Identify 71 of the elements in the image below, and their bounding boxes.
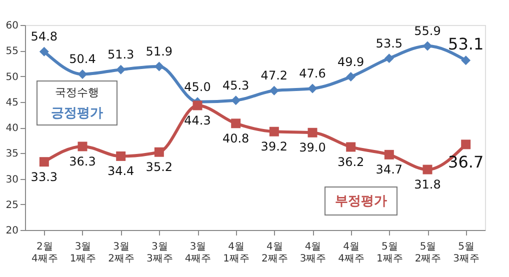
data-label: 35.2 [146, 160, 173, 174]
data-label: 34.7 [376, 162, 403, 177]
point [39, 46, 49, 56]
y-tick-label: 35 [6, 148, 18, 160]
data-label: 36.2 [337, 154, 364, 169]
y-tick-label: 55 [6, 46, 18, 58]
point [461, 56, 471, 66]
data-label: 45.3 [222, 78, 250, 92]
data-label: 47.6 [299, 66, 326, 81]
y-tick-label: 30 [6, 174, 18, 186]
x-tick-label: 3월 1째주 [70, 242, 96, 264]
data-label: 53.5 [376, 36, 403, 50]
point [346, 142, 356, 152]
data-label: 45.0 [184, 80, 211, 94]
text: 부정평가 [335, 194, 387, 209]
data-label: 36.3 [69, 154, 96, 168]
y-tick-label: 20 [6, 226, 18, 236]
point [116, 151, 126, 161]
y-tick-label: 50 [6, 72, 18, 83]
y-tick-label: 25 [6, 200, 18, 211]
data-label: 36.7 [448, 152, 484, 172]
data-label: 40.8 [222, 131, 250, 146]
data-label: 50.4 [69, 52, 96, 66]
point [78, 69, 88, 79]
data-label: 31.8 [414, 178, 441, 192]
x-tick-label: 3월 2째주 [108, 242, 135, 264]
x-tick-label: 5월 3째주 [453, 242, 480, 264]
data-label: 39.2 [260, 140, 288, 154]
point [308, 84, 318, 94]
point [39, 157, 49, 167]
x-tick-label: 4월 2째주 [261, 242, 288, 264]
data-label: 44.3 [184, 113, 211, 128]
x-tick-label: 3월 4째주 [184, 242, 212, 264]
point [269, 86, 279, 96]
data-label: 34.4 [107, 164, 134, 178]
point [154, 147, 164, 157]
data-label: 55.9 [414, 24, 441, 38]
y-tick-label: 40 [6, 123, 18, 134]
annotation: 국정수행 [55, 86, 99, 99]
x-tick-label: 3월 3째주 [146, 242, 173, 264]
x-tick-label: 4월 1째주 [223, 242, 250, 264]
point [461, 140, 471, 150]
x-tick-label: 5월 1째주 [376, 242, 403, 264]
data-label: 51.3 [107, 48, 134, 62]
point [384, 54, 394, 64]
point [346, 72, 356, 82]
point [78, 142, 88, 152]
y-tick-label: 45 [6, 97, 18, 108]
point [422, 41, 432, 51]
x-tick-label: 2월 4째주 [31, 242, 58, 264]
point [308, 128, 318, 138]
point [192, 100, 202, 110]
data-label: 49.9 [337, 54, 364, 69]
point [116, 64, 126, 74]
x-tick-label: 4월 3째주 [300, 242, 326, 264]
data-label: 39.0 [299, 140, 326, 155]
data-label: 51.9 [146, 44, 173, 59]
data-label: 33.3 [30, 170, 58, 184]
point [154, 62, 164, 72]
point [269, 126, 279, 136]
data-label: 53.1 [448, 34, 484, 54]
text: 긍정평가 [51, 106, 103, 121]
point [422, 164, 432, 174]
x-tick-label: 5월 2째주 [414, 242, 442, 264]
point [231, 96, 241, 106]
point [231, 118, 241, 128]
point [384, 150, 394, 160]
data-label: 54.8 [30, 30, 58, 44]
x-tick-label: 4월 4째주 [338, 242, 365, 264]
data-label: 47.2 [260, 68, 288, 83]
y-tick-label: 60 [6, 20, 18, 32]
